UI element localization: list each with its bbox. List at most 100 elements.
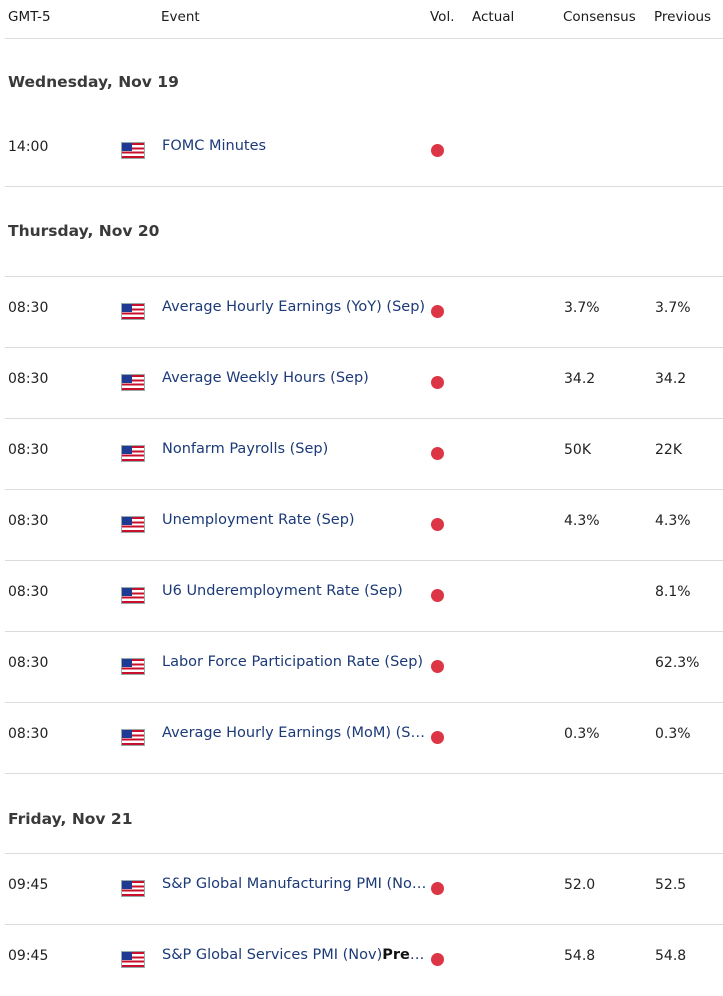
flag-canton: [122, 952, 132, 960]
event-time: 09:45: [8, 877, 49, 893]
flag-canton: [122, 304, 132, 312]
flag-canton: [122, 517, 132, 525]
previous-value: 3.7%: [655, 300, 691, 316]
event-link[interactable]: Average Hourly Earnings (YoY) (Sep): [162, 299, 425, 315]
us-flag-icon: [121, 374, 145, 391]
previous-column-header: Previous: [654, 9, 712, 25]
us-flag-icon: [121, 303, 145, 320]
high-volatility-dot-icon: [431, 144, 444, 157]
high-volatility-dot-icon: [431, 518, 444, 531]
event-time: 14:00: [8, 139, 49, 155]
divider: [5, 418, 723, 419]
timezone-header[interactable]: GMT-5: [8, 9, 51, 25]
divider: [5, 702, 723, 703]
flag-canton: [122, 446, 132, 454]
event-name: Labor Force Participation Rate (Sep): [162, 654, 424, 670]
us-flag-icon: [121, 658, 145, 675]
consensus-value: 50K: [564, 442, 591, 458]
event-link[interactable]: S&P Global Services PMI (Nov)Prelimi…: [162, 947, 427, 963]
previous-value: 22K: [655, 442, 682, 458]
event-name: Average Weekly Hours (Sep): [162, 370, 369, 386]
us-flag-icon: [121, 516, 145, 533]
previous-value: 0.3%: [655, 726, 691, 742]
table-row: 08:30 Unemployment Rate (Sep) 4.3% 4.3%: [0, 490, 723, 561]
table-row: 08:30 U6 Underemployment Rate (Sep) 8.1%: [0, 561, 723, 632]
us-flag-icon: [121, 142, 145, 159]
day-heading: Friday, Nov 21: [8, 810, 133, 828]
event-link[interactable]: S&P Global Manufacturing PMI (Nov)…: [162, 876, 427, 892]
divider: [5, 489, 723, 490]
event-link[interactable]: Average Weekly Hours (Sep): [162, 370, 369, 386]
high-volatility-dot-icon: [431, 376, 444, 389]
event-link[interactable]: Unemployment Rate (Sep): [162, 512, 355, 528]
day-heading: Thursday, Nov 20: [8, 222, 160, 240]
previous-value: 62.3%: [655, 655, 700, 671]
event-name: Unemployment Rate (Sep): [162, 512, 355, 528]
us-flag-icon: [121, 729, 145, 746]
table-row: 14:00 FOMC Minutes: [0, 116, 723, 187]
table-row: 08:30 Average Hourly Earnings (MoM) (Sep)…: [0, 703, 723, 774]
event-suffix: Prelimi…: [382, 947, 427, 963]
table-row: 08:30 Average Hourly Earnings (YoY) (Sep)…: [0, 277, 723, 348]
event-time: 08:30: [8, 371, 49, 387]
divider: [5, 560, 723, 561]
high-volatility-dot-icon: [431, 882, 444, 895]
high-volatility-dot-icon: [431, 305, 444, 318]
previous-value: 4.3%: [655, 513, 691, 529]
event-time: 08:30: [8, 513, 49, 529]
us-flag-icon: [121, 445, 145, 462]
flag-canton: [122, 143, 132, 151]
divider: [5, 924, 723, 925]
event-column-header: Event: [161, 9, 200, 25]
event-link[interactable]: U6 Underemployment Rate (Sep): [162, 583, 403, 599]
divider: [5, 38, 723, 39]
event-time: 09:45: [8, 948, 49, 964]
previous-value: 8.1%: [655, 584, 691, 600]
high-volatility-dot-icon: [431, 731, 444, 744]
previous-value: 52.5: [655, 877, 687, 893]
event-name: FOMC Minutes: [162, 138, 267, 154]
consensus-value: 54.8: [564, 948, 596, 964]
event-link[interactable]: Nonfarm Payrolls (Sep): [162, 441, 328, 457]
event-link[interactable]: Labor Force Participation Rate (Sep): [162, 654, 423, 670]
us-flag-icon: [121, 951, 145, 968]
table-row: 09:45 S&P Global Manufacturing PMI (Nov)……: [0, 854, 723, 925]
event-time: 08:30: [8, 584, 49, 600]
consensus-value: 34.2: [564, 371, 596, 387]
consensus-value: 52.0: [564, 877, 596, 893]
flag-canton: [122, 881, 132, 889]
divider: [5, 276, 723, 277]
divider: [5, 853, 723, 854]
divider: [5, 347, 723, 348]
event-name: Average Hourly Earnings (MoM) (Sep): [162, 725, 427, 741]
consensus-value: 0.3%: [564, 726, 600, 742]
consensus-value: 4.3%: [564, 513, 600, 529]
event-name: S&P Global Services PMI (Nov): [162, 947, 383, 963]
previous-value: 34.2: [655, 371, 687, 387]
event-name: Average Hourly Earnings (YoY) (Sep): [162, 299, 426, 315]
event-time: 08:30: [8, 442, 49, 458]
event-time: 08:30: [8, 726, 49, 742]
high-volatility-dot-icon: [431, 447, 444, 460]
high-volatility-dot-icon: [431, 589, 444, 602]
flag-canton: [122, 375, 132, 383]
event-link[interactable]: FOMC Minutes: [162, 138, 266, 154]
event-link[interactable]: Average Hourly Earnings (MoM) (Sep): [162, 725, 427, 741]
consensus-column-header: Consensus: [563, 9, 636, 25]
day-heading: Wednesday, Nov 19: [8, 73, 179, 91]
event-name: S&P Global Manufacturing PMI (Nov)…: [162, 876, 427, 892]
event-name: Nonfarm Payrolls (Sep): [162, 441, 329, 457]
divider: [5, 773, 723, 774]
us-flag-icon: [121, 587, 145, 604]
table-row: 08:30 Labor Force Participation Rate (Sep…: [0, 632, 723, 703]
divider: [5, 631, 723, 632]
actual-column-header: Actual: [472, 9, 515, 25]
table-row: 08:30 Nonfarm Payrolls (Sep) 50K 22K: [0, 419, 723, 490]
table-header: GMT-5 Event Vol. Actual Consensus Previo…: [0, 0, 723, 38]
flag-canton: [122, 730, 132, 738]
us-flag-icon: [121, 880, 145, 897]
flag-canton: [122, 588, 132, 596]
previous-value: 54.8: [655, 948, 687, 964]
flag-canton: [122, 659, 132, 667]
table-row: 09:45 S&P Global Services PMI (Nov)Prelim…: [0, 925, 723, 996]
